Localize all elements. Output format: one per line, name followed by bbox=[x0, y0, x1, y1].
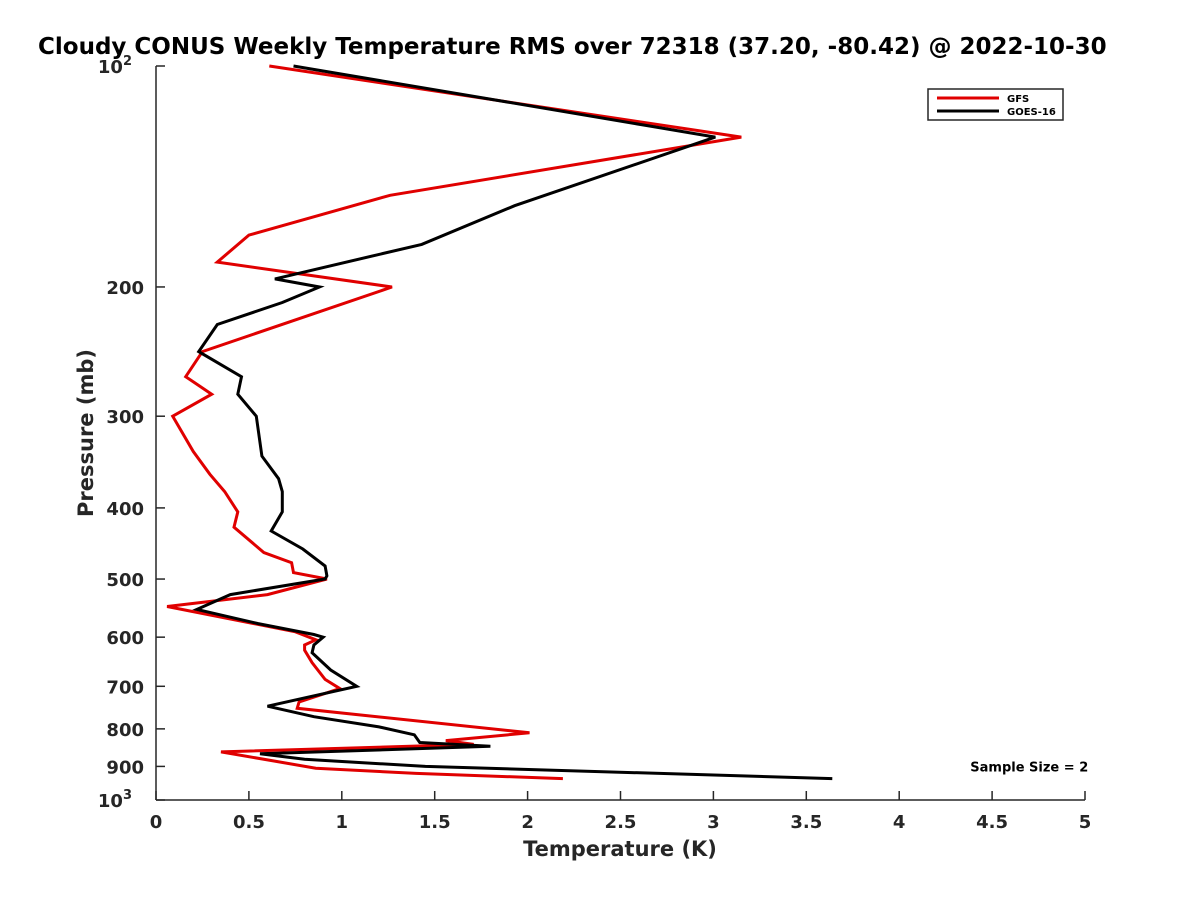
x-tick-label: 4 bbox=[893, 812, 906, 833]
y-tick-label: 300 bbox=[106, 407, 144, 428]
x-tick-label: 2.5 bbox=[605, 812, 637, 833]
y-tick-label: 400 bbox=[106, 499, 144, 520]
y-tick-label: 200 bbox=[106, 278, 144, 299]
x-tick-label: 3.5 bbox=[790, 812, 822, 833]
series-line-goes-16 bbox=[192, 64, 833, 781]
x-axis-label: Temperature (K) bbox=[523, 837, 717, 861]
x-tick-label: 4.5 bbox=[976, 812, 1008, 833]
x-tick-label: 5 bbox=[1079, 812, 1092, 833]
annotations: Sample Size = 2 bbox=[970, 760, 1088, 775]
legend-label-goes-16: GOES-16 bbox=[1007, 107, 1056, 118]
x-tick-label: 0 bbox=[150, 812, 163, 833]
annotation-sample-size: Sample Size = 2 bbox=[970, 760, 1088, 775]
y-tick-label: 102 bbox=[98, 54, 132, 78]
y-tick-label: 103 bbox=[98, 788, 132, 812]
y-tick-label: 900 bbox=[106, 757, 144, 778]
x-tick-label: 3 bbox=[707, 812, 720, 833]
y-tick-label: 700 bbox=[106, 677, 144, 698]
y-tick-label: 600 bbox=[106, 628, 144, 649]
axes-layer bbox=[155, 66, 1085, 801]
legend-box bbox=[927, 88, 1064, 121]
ticks-layer: 0 0.5 1 1.5 2 2.5 3 3.5 4 4.5 5 102 200 300 400 500 600 7… bbox=[98, 54, 1091, 833]
x-tick-label: 1 bbox=[336, 812, 349, 833]
legend-label-gfs: GFS bbox=[1007, 94, 1029, 105]
x-tick-label: 0.5 bbox=[233, 812, 265, 833]
legend: GFS GOES-16 bbox=[927, 88, 1064, 121]
chart-title: Cloudy CONUS Weekly Temperature RMS over… bbox=[38, 34, 1107, 60]
y-axis-label: Pressure (mb) bbox=[74, 349, 98, 517]
y-tick-label: 800 bbox=[106, 720, 144, 741]
x-tick-label: 2 bbox=[521, 812, 534, 833]
series-line-gfs bbox=[166, 64, 742, 781]
y-tick-label: 500 bbox=[106, 570, 144, 591]
series-layer bbox=[166, 64, 833, 781]
x-tick-label: 1.5 bbox=[419, 812, 451, 833]
